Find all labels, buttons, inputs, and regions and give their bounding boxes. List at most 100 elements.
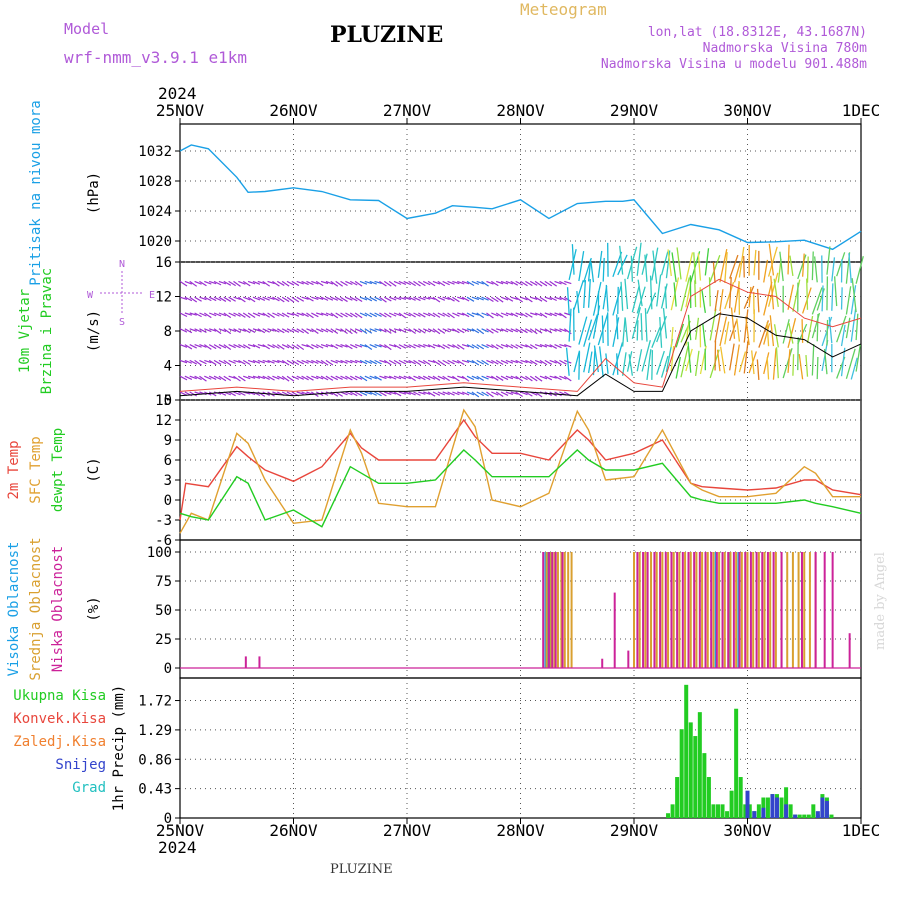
wind-arrow: [576, 291, 580, 314]
clouds-y-tick-label: 0: [164, 661, 172, 677]
wind-arrow: [213, 344, 222, 350]
wind-arrow: [422, 312, 431, 317]
wind-arrow: [495, 359, 504, 365]
wind-arrow: [772, 348, 777, 380]
wind-arrow: [753, 249, 757, 276]
wind-arrow: [364, 359, 373, 364]
wind-arrow: [520, 391, 528, 396]
wind-arrow: [335, 328, 343, 332]
wind-arrow: [500, 391, 509, 396]
wind-arrow: [616, 353, 619, 375]
wind-arrow: [320, 280, 329, 285]
wind-arrow: [525, 359, 533, 365]
x-tick-label-top: 25NOV: [156, 101, 205, 120]
wind-arrow: [393, 375, 402, 380]
clouds-bar: [650, 552, 653, 668]
precip-bar: [770, 794, 775, 818]
wind-arrow: [325, 328, 334, 333]
wind-arrow: [354, 359, 363, 364]
wind-arrow: [471, 280, 480, 285]
clouds-bar: [757, 552, 760, 668]
wind-arrow: [544, 280, 553, 287]
clouds-bar: [544, 552, 547, 668]
wind-arrow: [660, 251, 669, 276]
clouds-bar: [740, 552, 743, 668]
x-tick-label-bottom: 26NOV: [269, 821, 318, 840]
wind-arrow: [238, 280, 246, 285]
wind-arrow: [374, 328, 382, 332]
wind-arrow: [233, 344, 241, 349]
temperature-y-tick-label: 3: [164, 473, 172, 489]
precip-bar: [702, 753, 707, 818]
clouds-bar: [772, 552, 775, 668]
wind-arrow: [848, 253, 852, 283]
wind-arrow: [213, 328, 222, 335]
wind-arrow: [559, 312, 567, 319]
wind-arrow: [408, 328, 416, 334]
precip-bar: [745, 790, 750, 818]
wind-arrow: [549, 296, 557, 302]
wind-arrow: [374, 375, 382, 381]
credit-label: made by Angel: [873, 552, 888, 650]
wind-arrow: [325, 359, 334, 366]
wind-arrow: [525, 375, 533, 382]
wind-arrow: [520, 359, 528, 364]
wind-arrow: [179, 344, 188, 348]
wind-arrow: [612, 342, 624, 376]
precip-bar: [715, 804, 720, 818]
clouds-y-tick-label: 75: [155, 574, 172, 590]
wind-arrow: [486, 375, 494, 379]
wind-arrow: [500, 312, 509, 317]
wind-arrow: [325, 312, 334, 317]
wind-arrow: [636, 242, 642, 276]
clouds-bar: [746, 552, 749, 668]
wind-arrow: [624, 318, 629, 342]
wind-arrow: [354, 328, 363, 333]
pressure-y-tick-label: 1028: [138, 174, 172, 190]
wind-arrow: [471, 375, 480, 380]
wind-arrow: [510, 391, 518, 395]
wind-arrow: [515, 375, 523, 382]
precip-bar: [675, 777, 680, 818]
clouds-bar: [774, 552, 777, 668]
wind-arrow: [203, 312, 212, 319]
wind-arrow: [850, 308, 857, 342]
clouds-bar: [687, 552, 690, 668]
wind-arrow: [505, 328, 514, 333]
wind-arrow: [335, 375, 343, 380]
wind-arrow: [398, 312, 407, 319]
wind-arrow: [369, 280, 377, 285]
wind-arrow: [559, 280, 567, 286]
wind-arrow: [719, 249, 728, 283]
wind-arrow: [335, 344, 343, 348]
wind-arrow: [422, 328, 431, 333]
wind-arrow: [539, 359, 548, 366]
clouds-bar: [545, 552, 548, 668]
precip-y-tick-label: 0.86: [138, 752, 172, 768]
wind-arrow: [461, 344, 470, 348]
wind-arrow: [286, 296, 295, 303]
wind-arrow: [349, 391, 358, 397]
wind-series-line: [179, 278, 862, 392]
wind-arrow: [549, 375, 557, 379]
wind-arrow: [714, 290, 719, 312]
wind-arrow: [644, 254, 648, 282]
wind-arrow: [597, 250, 603, 278]
wind-arrow: [515, 359, 523, 365]
wind-arrow: [345, 280, 353, 285]
clouds-bar: [661, 552, 664, 668]
wind-arrow: [311, 296, 319, 301]
wind-arrow: [729, 254, 739, 279]
precip-bar: [815, 811, 820, 818]
wind-arrow: [242, 359, 251, 366]
wind-arrow: [549, 359, 557, 364]
clouds-bar: [560, 552, 563, 668]
clouds-bar: [791, 552, 794, 668]
wind-arrow: [554, 328, 562, 333]
wind-arrow: [461, 296, 470, 302]
clouds-bar: [667, 552, 670, 668]
wind-arrow: [325, 375, 334, 381]
wind-arrow: [602, 257, 605, 282]
wind-arrow: [806, 278, 809, 310]
wind-arrow: [418, 375, 426, 381]
